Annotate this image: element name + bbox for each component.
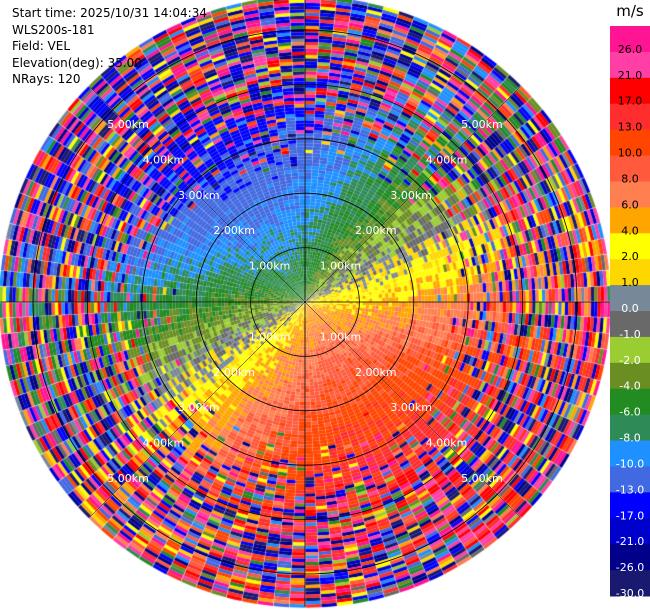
colorbar-tick-label: -10.0 (616, 457, 644, 470)
start-time-text: Start time: 2025/10/31 14:04:34 (12, 6, 207, 20)
colorbar-label: m/s (616, 2, 644, 20)
colorbar-tick-label: -21.0 (616, 535, 644, 548)
colorbar-bin (610, 414, 650, 442)
info-panel: Start time: 2025/10/31 14:04:34 WLS200s-… (12, 5, 207, 88)
ring-label: 4.00km (143, 153, 185, 166)
ring-label: 4.00km (426, 437, 468, 450)
colorbar-bin (610, 570, 650, 597)
elevation-text: Elevation(deg): 35.00 (12, 55, 142, 70)
ring-label: 3.00km (390, 189, 432, 202)
colorbar-tick-label: -17.0 (616, 509, 644, 522)
colorbar-tick-label: -6.0 (619, 406, 640, 419)
ring-label: 1.00km (320, 330, 362, 343)
colorbar-bin (610, 259, 650, 286)
ring-label: 2.00km (355, 224, 397, 237)
colorbar-tick-label: 4.0 (621, 224, 639, 237)
colorbar-bin (610, 362, 650, 390)
colorbar-tick-label: 8.0 (621, 172, 639, 185)
ring-label: 3.00km (390, 401, 432, 414)
colorbar-bin (610, 440, 650, 467)
colorbar-bin (610, 492, 650, 519)
colorbar-bin (610, 233, 650, 260)
ring-label: 2.00km (213, 224, 255, 237)
colorbar-tick-label: 1.0 (621, 276, 639, 289)
ring-label: 4.00km (143, 437, 185, 450)
colorbar-bin (610, 103, 650, 131)
colorbar-bin (610, 207, 650, 234)
ring-label: 1.00km (249, 330, 291, 343)
ring-label: 3.00km (178, 401, 220, 414)
ring-label: 4.00km (426, 153, 468, 166)
colorbar-tick-label: 6.0 (621, 198, 639, 211)
ring-label: 1.00km (249, 260, 291, 273)
ring-label: 1.00km (320, 260, 362, 273)
colorbar-tick-label: 26.0 (618, 43, 643, 56)
colorbar-tick-label: 10.0 (618, 147, 643, 160)
ring-label: 5.00km (461, 472, 503, 485)
ring-label: 5.00km (107, 472, 149, 485)
ring-label: 3.00km (178, 189, 220, 202)
colorbar-bin (610, 336, 650, 364)
colorbar-bin (610, 181, 650, 208)
colorbar-bin (610, 285, 650, 312)
instrument-text: WLS200s-181 (12, 22, 95, 37)
colorbar-tick-label: -4.0 (619, 380, 640, 393)
colorbar-tick-label: -30.0 (616, 587, 644, 600)
colorbar-tick-label: -13.0 (616, 483, 644, 496)
colorbar-tick-label: 2.0 (621, 250, 639, 263)
ring-label: 2.00km (213, 366, 255, 379)
colorbar-bin (610, 155, 650, 182)
colorbar-bin (610, 466, 650, 493)
field-text: Field: VEL (12, 39, 71, 53)
ring-label: 2.00km (355, 366, 397, 379)
colorbar-tick-label: -26.0 (616, 561, 644, 574)
colorbar-tick-label: -1.0 (619, 328, 640, 341)
colorbar-bin (610, 544, 650, 571)
colorbar-tick-label: 17.0 (618, 95, 643, 108)
colorbar-tick-label: -2.0 (619, 354, 640, 367)
ring-label: 5.00km (107, 118, 149, 131)
colorbar-bin (610, 51, 650, 79)
colorbar-tick-label: 21.0 (618, 69, 643, 82)
colorbar-bin (610, 518, 650, 545)
colorbar-bin (610, 388, 650, 416)
ring-label: 5.00km (461, 118, 503, 131)
colorbar-bin (610, 129, 650, 157)
diagonal-line (89, 86, 521, 518)
colorbar-tick-label: 0.0 (621, 302, 639, 315)
colorbar-tick-label: 13.0 (618, 121, 643, 134)
colorbar-bin (610, 311, 650, 338)
colorbar-tick-label: -8.0 (619, 432, 640, 445)
colorbar-bin (610, 26, 650, 53)
colorbar-bin (610, 77, 650, 105)
nrays-text: NRays: 120 (12, 72, 81, 86)
